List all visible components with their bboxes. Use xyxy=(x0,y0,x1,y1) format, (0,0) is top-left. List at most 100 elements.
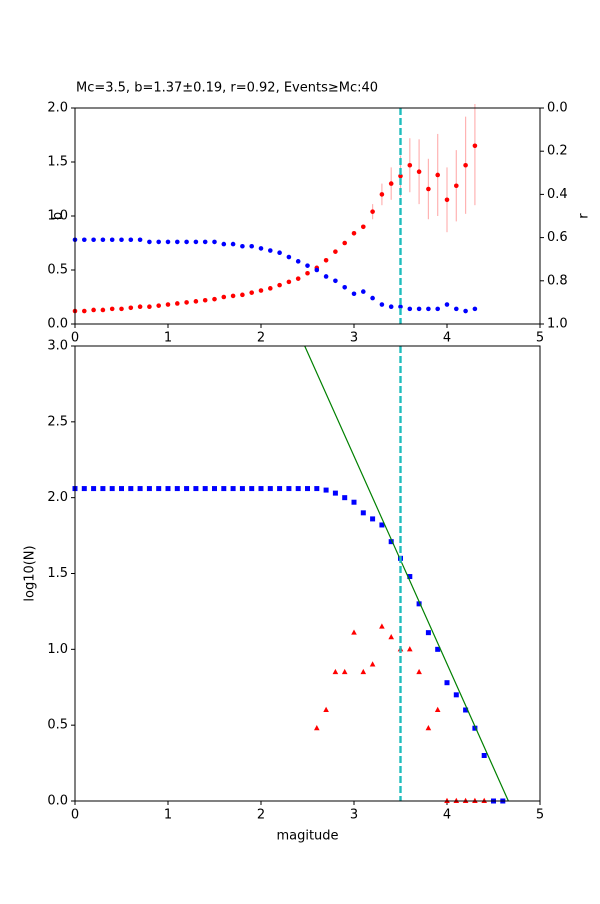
point xyxy=(100,237,106,243)
y-axis-label: log10(N) xyxy=(23,545,38,601)
point xyxy=(425,630,431,636)
point xyxy=(323,706,329,712)
point xyxy=(454,183,459,189)
point xyxy=(342,495,348,501)
point xyxy=(416,668,422,675)
point xyxy=(137,486,143,492)
x-axis-label: magitude xyxy=(276,829,338,844)
point xyxy=(137,304,143,310)
axes-frame xyxy=(74,345,541,802)
point xyxy=(91,307,96,313)
point xyxy=(314,725,320,731)
point xyxy=(305,270,310,276)
point xyxy=(249,290,254,295)
point xyxy=(463,162,468,168)
y-tick-label: 2.0 xyxy=(47,101,68,116)
y-tick-label: 1.0 xyxy=(47,642,68,657)
point xyxy=(146,486,152,492)
point xyxy=(258,246,264,251)
x-tick-label: 4 xyxy=(443,808,451,823)
point xyxy=(119,237,124,243)
y2-tick-label: 0.2 xyxy=(547,144,568,159)
y-tick-label: 2.5 xyxy=(47,414,68,429)
point xyxy=(481,797,487,803)
point xyxy=(435,646,441,652)
point xyxy=(332,490,338,496)
point xyxy=(109,237,115,243)
point xyxy=(341,668,348,675)
point xyxy=(295,486,301,492)
point xyxy=(277,282,282,288)
point xyxy=(379,192,385,197)
point xyxy=(472,725,478,731)
point xyxy=(444,302,450,307)
point xyxy=(388,304,394,310)
point xyxy=(286,279,292,285)
point xyxy=(295,276,301,281)
point xyxy=(398,304,403,310)
point xyxy=(221,294,227,300)
point xyxy=(351,230,357,236)
point xyxy=(342,240,348,246)
y-axis-label: b xyxy=(51,212,66,220)
point xyxy=(128,237,134,243)
point xyxy=(249,486,255,492)
point xyxy=(444,197,450,203)
point xyxy=(165,239,171,245)
y2-tick-label: 0.0 xyxy=(547,101,568,116)
point xyxy=(119,486,124,492)
point xyxy=(119,306,124,312)
point xyxy=(361,224,366,230)
point xyxy=(472,143,478,149)
point xyxy=(221,486,227,492)
point xyxy=(81,486,87,492)
point xyxy=(407,162,413,168)
chart-title: Mc=3.5, b=1.37±0.19, r=0.92, Events≥Mc:4… xyxy=(76,81,378,96)
point xyxy=(193,486,199,492)
point xyxy=(286,486,292,492)
point xyxy=(128,305,134,311)
point xyxy=(202,239,208,245)
point xyxy=(165,486,171,492)
point xyxy=(175,301,180,306)
point xyxy=(379,623,385,629)
point xyxy=(147,239,152,245)
x-tick-label: 1 xyxy=(164,331,172,346)
y-tick-label: 0.0 xyxy=(47,794,68,809)
point xyxy=(379,302,385,307)
point xyxy=(351,499,357,505)
point xyxy=(212,239,217,245)
y2-tick-label: 0.4 xyxy=(547,187,568,202)
point xyxy=(333,249,338,254)
point xyxy=(230,241,236,247)
point xyxy=(156,303,161,308)
y-tick-label: 1.5 xyxy=(47,155,68,170)
x-tick-label: 0 xyxy=(71,808,79,823)
point xyxy=(212,296,217,302)
point xyxy=(379,522,385,528)
point xyxy=(156,486,162,492)
y-tick-label: 0.0 xyxy=(47,317,68,332)
point xyxy=(426,306,431,312)
point xyxy=(444,797,450,803)
point xyxy=(147,304,152,310)
point xyxy=(240,292,245,298)
point xyxy=(174,486,180,492)
point xyxy=(128,486,134,492)
point xyxy=(277,250,282,256)
point xyxy=(388,634,394,640)
x-tick-label: 3 xyxy=(350,331,358,346)
y-tick-label: 0.5 xyxy=(47,718,68,733)
point xyxy=(434,706,441,712)
point xyxy=(277,486,283,492)
point xyxy=(267,486,273,492)
y2-tick-label: 0.8 xyxy=(547,273,568,288)
point xyxy=(407,306,413,312)
point xyxy=(193,239,199,245)
y2-axis-label: r xyxy=(577,213,592,219)
x-tick-label: 3 xyxy=(350,808,358,823)
point xyxy=(109,486,115,492)
point xyxy=(82,237,87,243)
